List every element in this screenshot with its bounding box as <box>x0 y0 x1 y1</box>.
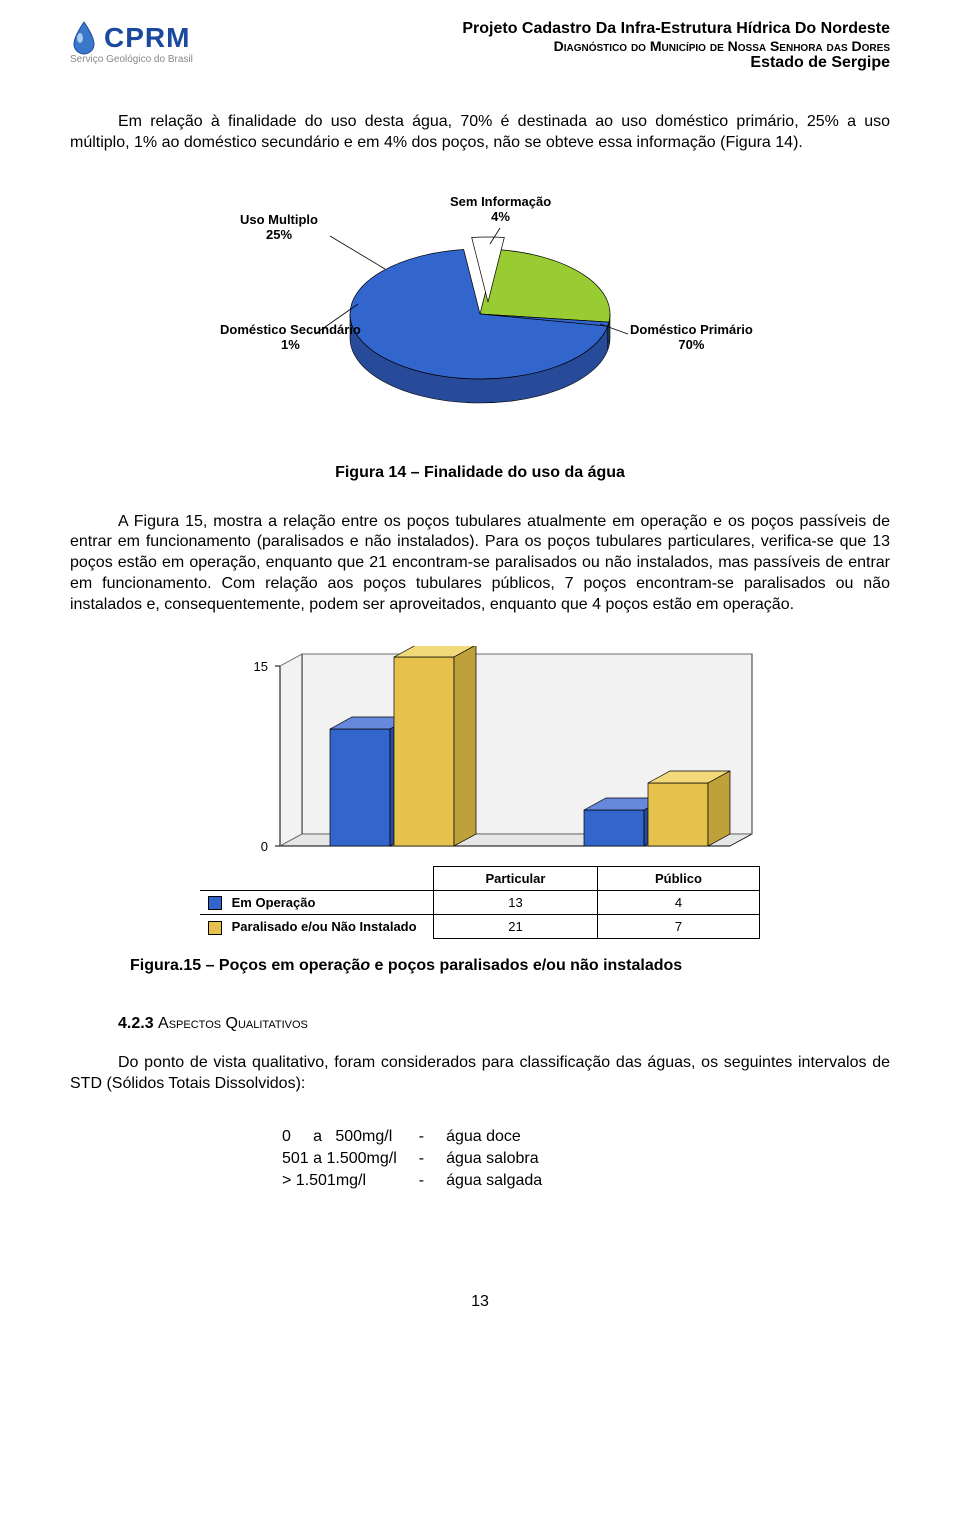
logo-block: CPRM Serviço Geológico do Brasil <box>70 20 193 65</box>
std-range: 0 a 500mg/l <box>272 1127 407 1147</box>
section-heading-4.2.3: 4.2.3 Aspectos Qualitativos <box>118 1015 890 1033</box>
pie-label-domestico-primario: Doméstico Primário70% <box>630 322 753 353</box>
pie-label-uso-multiplo: Uso Multiplo25% <box>240 212 318 243</box>
table-row: 501 a 1.500mg/l - água salobra <box>272 1149 552 1169</box>
pie-chart-figure14: Sem Informação4% Uso Multiplo25% Domésti… <box>160 184 800 444</box>
table-cell: 4 <box>597 890 759 915</box>
pie-label-sem-informacao: Sem Informação4% <box>450 194 551 225</box>
std-range: 501 a 1.500mg/l <box>272 1149 407 1169</box>
table-col-publico: Público <box>597 866 759 890</box>
header-line2: Diagnóstico do Município de Nossa Senhor… <box>462 38 890 54</box>
table-row: Em Operação 13 4 <box>200 890 760 915</box>
header-line1: Projeto Cadastro Da Infra-Estrutura Hídr… <box>462 20 890 38</box>
legend-label-em-operacao: Em Operação <box>232 895 316 910</box>
table-cell: 7 <box>597 915 759 939</box>
paragraph-3: Do ponto de vista qualitativo, foram con… <box>70 1053 890 1095</box>
paragraph-1: Em relação à finalidade do uso desta águ… <box>70 112 890 154</box>
std-type: água doce <box>436 1127 552 1147</box>
figure14-caption: Figura 14 – Finalidade do uso da água <box>70 464 890 482</box>
svg-text:15: 15 <box>254 659 268 674</box>
std-range: > 1.501mg/l <box>272 1171 407 1191</box>
logo-subtitle: Serviço Geológico do Brasil <box>70 54 193 65</box>
table-cell: 21 <box>434 915 598 939</box>
logo-text: CPRM <box>104 22 190 54</box>
paragraph-2: A Figura 15, mostra a relação entre os p… <box>70 512 890 616</box>
svg-text:0: 0 <box>261 839 268 854</box>
bar-chart-svg: 0 15 <box>200 646 760 866</box>
legend-swatch-em-operacao <box>208 896 222 910</box>
legend-label-paralisado: Paralisado e/ou Não Instalado <box>232 919 417 934</box>
table-header-row: Particular Público <box>200 866 760 890</box>
legend-swatch-paralisado <box>208 921 222 935</box>
figure15-caption: Figura.15 – Poços em operação e poços pa… <box>130 957 890 975</box>
table-row: Paralisado e/ou Não Instalado 21 7 <box>200 915 760 939</box>
page-header: CPRM Serviço Geológico do Brasil Projeto… <box>70 20 890 72</box>
std-type: água salobra <box>436 1149 552 1169</box>
logo-drop-icon <box>70 20 98 56</box>
std-type: água salgada <box>436 1171 552 1191</box>
std-sep: - <box>409 1171 434 1191</box>
pie-label-domestico-secundario: Doméstico Secundário1% <box>220 322 361 353</box>
header-line3: Estado de Sergipe <box>462 54 890 72</box>
std-sep: - <box>409 1127 434 1147</box>
table-col-particular: Particular <box>434 866 598 890</box>
table-row: 0 a 500mg/l - água doce <box>272 1127 552 1147</box>
std-intervals-table: 0 a 500mg/l - água doce 501 a 1.500mg/l … <box>270 1125 554 1193</box>
header-right: Projeto Cadastro Da Infra-Estrutura Hídr… <box>462 20 890 72</box>
table-row: > 1.501mg/l - água salgada <box>272 1171 552 1191</box>
page-number: 13 <box>70 1293 890 1311</box>
table-cell: 13 <box>434 890 598 915</box>
bar-chart-table: Particular Público Em Operação 13 4 Para… <box>200 866 760 940</box>
bar-chart-plot: 0 15 <box>200 646 760 866</box>
std-sep: - <box>409 1149 434 1169</box>
page: CPRM Serviço Geológico do Brasil Projeto… <box>0 0 960 1351</box>
bar-chart-figure15: 0 15 Particular Público Em Operação 13 4 … <box>200 646 760 940</box>
